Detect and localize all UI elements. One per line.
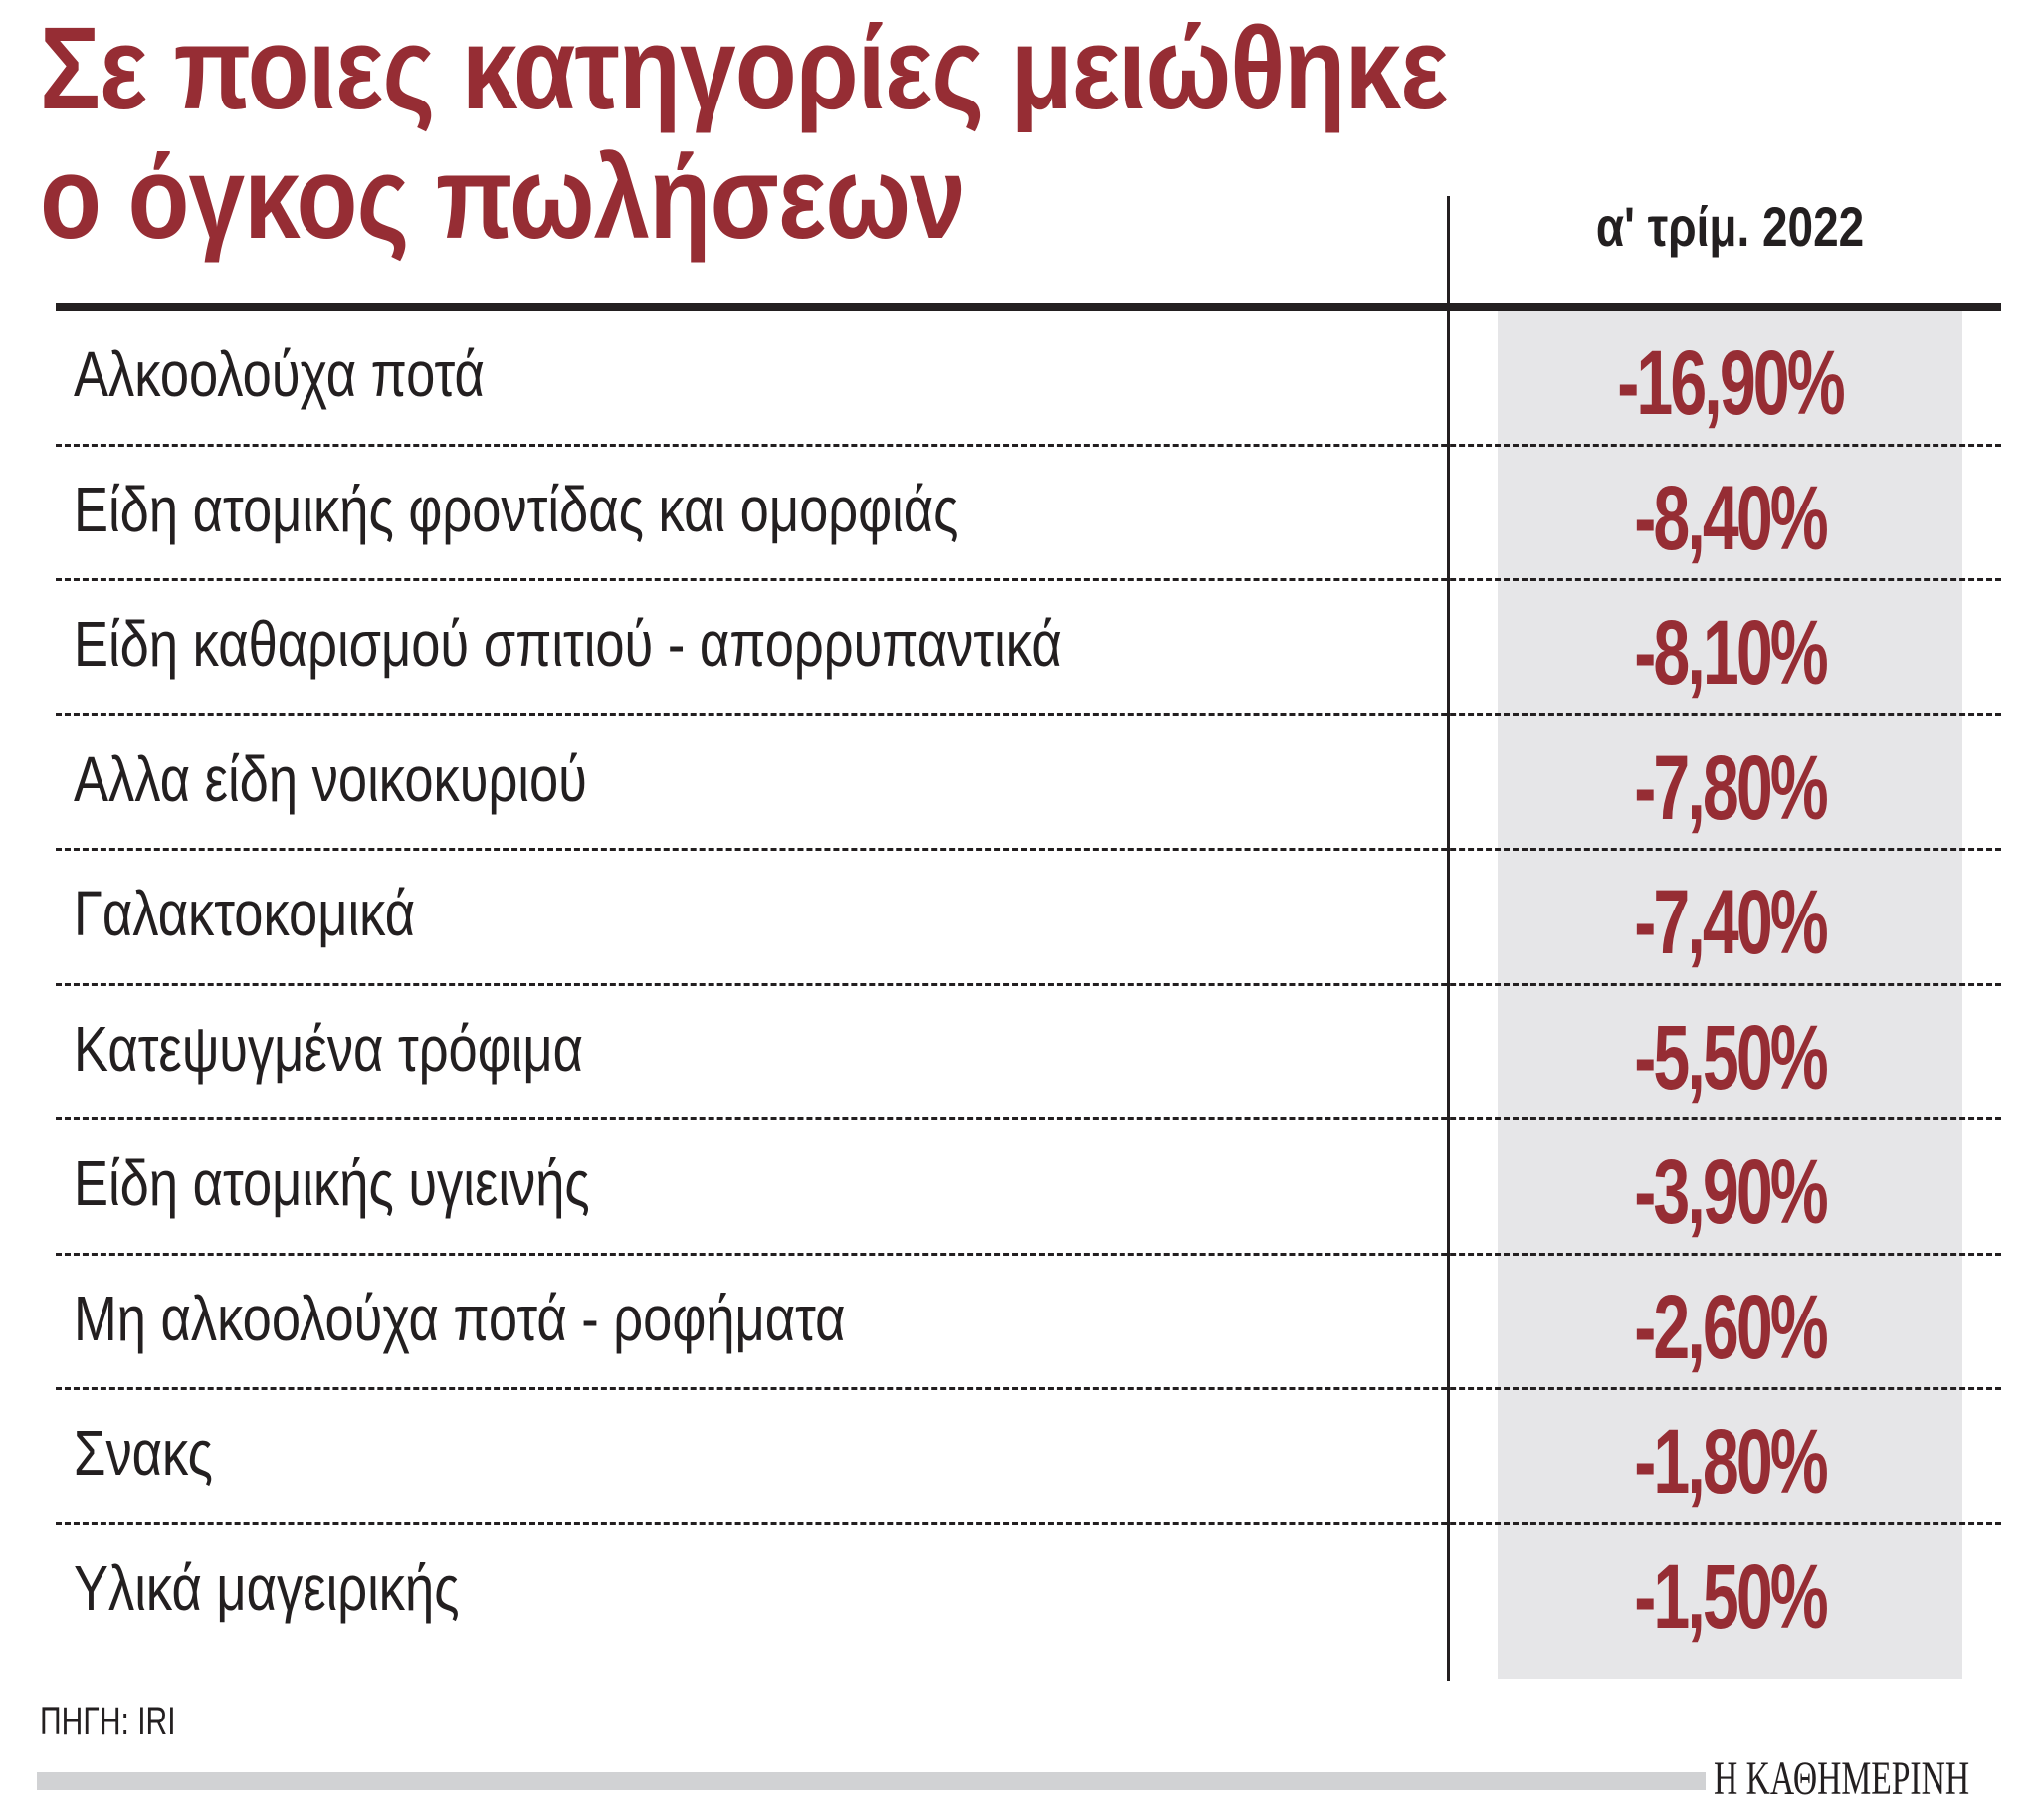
chart-title: Σε ποιες κατηγορίες μειώθηκε ο όγκος πωλ…: [40, 3, 1448, 264]
chart-title-line-1: Σε ποιες κατηγορίες μειώθηκε: [40, 3, 1448, 134]
footer-bar: [37, 1772, 1706, 1790]
row-label: Γαλακτοκομικά: [74, 878, 416, 949]
row-divider: [56, 1252, 2001, 1256]
row-value: -5,50%: [1634, 1006, 1828, 1109]
row-value: -3,90%: [1634, 1141, 1828, 1243]
table-row: Αλλα είδη νοικοκυριού -7,80%: [56, 716, 2001, 851]
table-row: Μη αλκοολούχα ποτά - ροφήματα -2,60%: [56, 1256, 2001, 1390]
table-row: Αλκοολούχα ποτά -16,90%: [56, 311, 2001, 447]
row-divider: [56, 1117, 2001, 1120]
row-value: -1,80%: [1634, 1411, 1828, 1513]
row-value: -1,50%: [1634, 1545, 1828, 1648]
row-divider: [56, 1521, 2001, 1525]
table-row: Σνακς -1,80%: [56, 1390, 2001, 1525]
row-divider: [56, 578, 2001, 581]
data-table: Αλκοολούχα ποτά -16,90% Είδη ατομικής φρ…: [56, 311, 2001, 1660]
row-label: Μη αλκοολούχα ποτά - ροφήματα: [74, 1282, 846, 1354]
row-value: -8,10%: [1634, 602, 1828, 704]
table-row: Είδη ατομικής φροντίδας και ομορφιάς -8,…: [56, 447, 2001, 581]
table-row: Είδη ατομικής υγιεινής -3,90%: [56, 1120, 2001, 1256]
table-row: Γαλακτοκομικά -7,40%: [56, 851, 2001, 986]
header-rule: [56, 303, 2001, 311]
row-value: -2,60%: [1634, 1276, 1828, 1378]
table-row: Είδη καθαρισμού σπιτιού - απορρυπαντικά …: [56, 581, 2001, 716]
row-label: Υλικά μαγειρικής: [74, 1551, 460, 1624]
row-label: Αλλα είδη νοικοκυριού: [74, 742, 587, 815]
chart-title-line-2: ο όγκος πωλήσεων: [40, 132, 966, 264]
row-value: -8,40%: [1634, 467, 1828, 569]
publisher-logo: Η ΚΑΘΗΜΕΡΙΝΗ: [1714, 1752, 1970, 1805]
row-label: Κατεψυγμένα τρόφιμα: [74, 1012, 584, 1085]
row-divider: [56, 1387, 2001, 1390]
table-row: Υλικά μαγειρικής -1,50%: [56, 1525, 2001, 1661]
row-label: Αλκοολούχα ποτά: [74, 338, 485, 410]
row-value: -16,90%: [1617, 332, 1845, 434]
row-label: Είδη καθαρισμού σπιτιού - απορρυπαντικά: [74, 608, 1062, 680]
row-divider: [56, 712, 2001, 716]
row-label: Είδη ατομικής υγιεινής: [74, 1147, 590, 1219]
column-header-q1-2022: α' τρίμ. 2022: [1595, 195, 1865, 258]
table-row: Κατεψυγμένα τρόφιμα -5,50%: [56, 986, 2001, 1120]
row-label: Σνακς: [74, 1417, 213, 1489]
highlight-column-background: [1498, 311, 1962, 1679]
row-divider: [56, 982, 2001, 986]
row-label: Είδη ατομικής φροντίδας και ομορφιάς: [74, 473, 959, 545]
source-note: ΠΗΓΗ: IRI: [40, 1700, 176, 1743]
row-divider: [56, 848, 2001, 851]
row-divider: [56, 443, 2001, 447]
row-value: -7,80%: [1634, 736, 1828, 839]
column-divider: [1447, 196, 1450, 1681]
row-value: -7,40%: [1634, 872, 1828, 973]
